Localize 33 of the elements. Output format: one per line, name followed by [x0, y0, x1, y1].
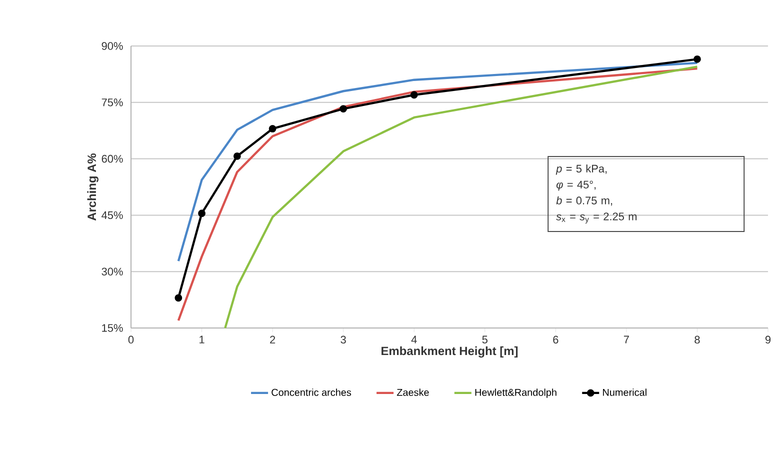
x-tick-label: 0 [128, 336, 134, 344]
y-axis-title: Arching A% [87, 153, 98, 221]
x-tick-label: 9 [765, 336, 771, 344]
point [198, 210, 206, 218]
point [410, 91, 418, 99]
x-tick-label: 1 [200, 336, 204, 344]
y-tick-label: 45% [102, 211, 123, 220]
x-axis-title: Embankment Height [m] [382, 346, 518, 358]
x-tick-label: 2 [270, 336, 276, 344]
x-tick-label: 4 [411, 336, 417, 344]
point [694, 55, 701, 63]
x-tick-label: 5 [482, 336, 488, 344]
x-tick-label: 8 [694, 336, 700, 344]
x-tick-label: 3 [340, 336, 346, 344]
annotation: b = 0.75 m, [556, 196, 612, 206]
point [174, 294, 182, 302]
y-tick-label: 30% [102, 268, 123, 276]
x-tick-label: 6 [553, 336, 558, 344]
y-tick-label: 75% [102, 98, 123, 106]
point [340, 105, 348, 112]
legend-label: Concentric arches [272, 388, 352, 396]
y-tick-label: 15% [102, 324, 123, 332]
y-tick-label: 90% [102, 42, 123, 50]
legend-label: Hewlett&Randolph [475, 388, 556, 398]
annotation: s$_{x}$ = s$_{y}$ = 2.25 m [556, 212, 637, 224]
y-tick-label: 60% [102, 154, 123, 163]
annotation: p = 5 kPa, [556, 164, 607, 175]
legend-label: Numerical [603, 388, 646, 396]
point [268, 125, 276, 132]
x-tick-label: 7 [624, 336, 629, 344]
point [233, 152, 241, 160]
legend-label: Zaeske [396, 388, 429, 396]
annotation: φ = 45°, [556, 180, 596, 191]
